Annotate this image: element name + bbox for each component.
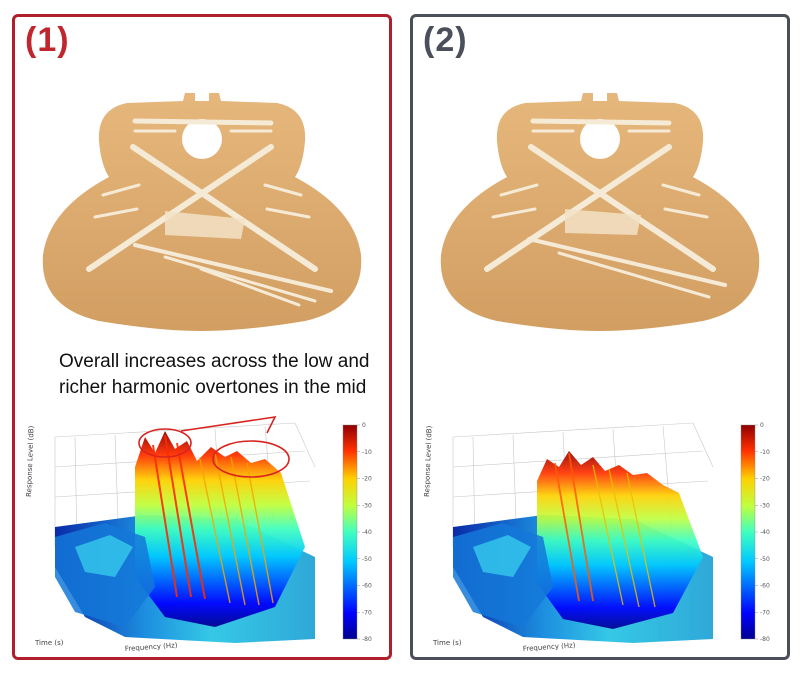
spectrum-surface <box>135 431 305 627</box>
axis-labels: Response Level (dB) Frequency (Hz) Time … <box>25 425 178 653</box>
spectral-ridges-2 <box>592 464 656 608</box>
spectral-ridges <box>554 452 594 602</box>
callout-line <box>180 415 277 434</box>
colorbar-tick-label: 0 <box>760 422 764 429</box>
low-freq-highlights <box>473 535 531 577</box>
neck-notch <box>195 93 209 101</box>
low-freq-highlights <box>75 535 133 577</box>
colorbar-tick-label: -80 <box>362 636 372 643</box>
colorbar-tick-label: -30 <box>760 502 770 509</box>
panel-1: (1) Overall increases across the low and… <box>12 14 392 660</box>
colorbar-tick-label: -60 <box>362 583 372 590</box>
spectral-ridges-2 <box>199 452 274 606</box>
colorbar-tick-label: -50 <box>362 556 372 563</box>
colorbar-ticks: 0 -10 -20 -30 -40 -50 -60 -70 -80 <box>357 422 372 643</box>
colorbar-tick-label: 0 <box>362 422 366 429</box>
bracing <box>86 118 333 307</box>
z-axis-label: Time (s) <box>432 639 462 647</box>
colorbar-tick-label: -30 <box>362 502 372 509</box>
colorbar-tick-label: -60 <box>760 583 770 590</box>
colorbar: 0 -10 -20 -30 -40 -50 -60 -70 -80 <box>342 422 372 643</box>
colorbar-tick-label: -40 <box>362 529 372 536</box>
colorbar-tick-label: -70 <box>760 609 770 616</box>
y-axis-label: Response Level (dB) <box>25 425 35 497</box>
colorbar-tick-label: -20 <box>760 476 770 483</box>
bridge-plate <box>565 209 641 235</box>
x-axis-label: Frequency (Hz) <box>125 641 178 653</box>
caption-line-1: Overall increases across the low and <box>59 351 370 372</box>
highlight-ellipses <box>138 415 290 478</box>
sound-hole <box>182 119 222 159</box>
axis-labels: Response Level (dB) Frequency (Hz) Time … <box>423 425 576 653</box>
colorbar-tick-label: -70 <box>362 609 372 616</box>
spectrum-surface <box>537 451 703 629</box>
colorbar-tick-label: -20 <box>362 476 372 483</box>
spectral-ridges <box>152 434 206 600</box>
low-range-highlight <box>138 428 192 458</box>
bracing <box>484 118 727 299</box>
x-axis-label: Frequency (Hz) <box>523 641 576 653</box>
colorbar-tick-label: -40 <box>760 529 770 536</box>
colorbar-tick-label: -10 <box>760 449 770 456</box>
annotation-caption: Overall increases across the low and ric… <box>59 349 369 401</box>
guitar-soundboard <box>42 93 362 331</box>
colorbar-scale <box>740 424 756 640</box>
sound-hole <box>580 119 620 159</box>
mid-range-highlight <box>212 440 290 478</box>
spectrogram-3d: Response Level (dB) Frequency (Hz) Time … <box>423 422 770 653</box>
colorbar-tick-label: -10 <box>362 449 372 456</box>
neck-notch <box>593 93 607 101</box>
panel-label: (1) <box>25 21 70 59</box>
panel-label: (2) <box>423 21 468 59</box>
colorbar-scale <box>342 424 358 640</box>
y-axis-label: Response Level (dB) <box>423 425 433 497</box>
colorbar-ticks: 0 -10 -20 -30 -40 -50 -60 -70 -80 <box>755 422 770 643</box>
panel-2: (2) <box>410 14 790 660</box>
bridge-plate <box>165 211 245 239</box>
colorbar: 0 -10 -20 -30 -40 -50 -60 -70 -80 <box>740 422 770 643</box>
z-axis-label: Time (s) <box>34 639 64 647</box>
colorbar-tick-label: -80 <box>760 636 770 643</box>
caption-line-2: richer harmonic overtones in the mid <box>59 377 367 398</box>
guitar-top-illustration <box>42 93 362 331</box>
guitar-top-illustration <box>440 93 760 331</box>
spectrogram-3d: Response Level (dB) Frequency (Hz) Time … <box>25 415 372 653</box>
colorbar-tick-label: -50 <box>760 556 770 563</box>
